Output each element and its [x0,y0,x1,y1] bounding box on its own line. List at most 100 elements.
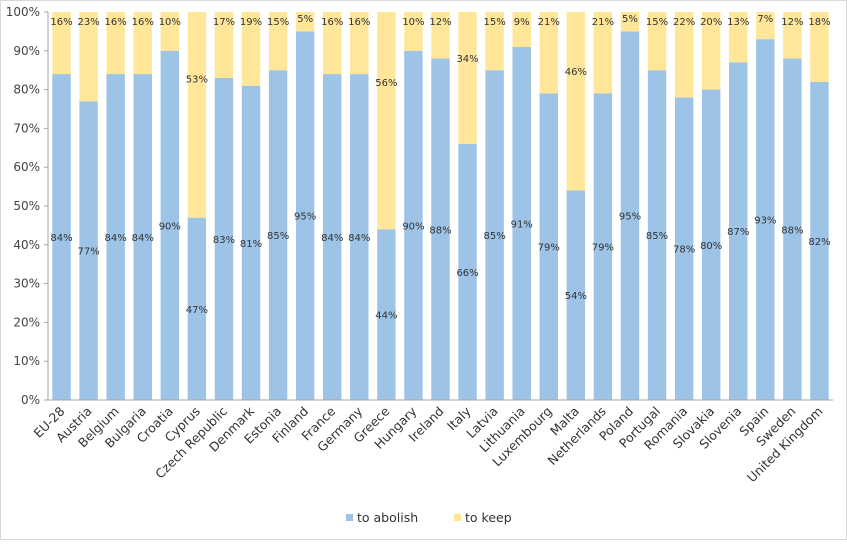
data-label-keep: 56% [375,78,397,89]
bars-group: 84% 16% 77% 23% 84% 16% 84% 16% 90% 10% 47% 53% 83% 1… [50,12,831,401]
data-label-abolish: 81% [240,239,262,250]
data-label-keep: 7% [757,14,773,25]
data-label-keep: 15% [646,17,668,28]
y-tick-label: 100% [6,5,40,19]
bar-segment-abolish [539,93,558,400]
y-tick-label: 0% [21,393,40,407]
y-tick-label: 10% [13,354,40,368]
bar-segment-abolish [783,58,802,401]
bar-segment-abolish [160,50,180,401]
data-label-keep: 20% [700,17,722,28]
bar-segment-abolish [241,85,261,400]
bar-segment-abolish [674,97,694,401]
bar-segment-keep [106,12,125,75]
data-label-keep: 17% [213,17,235,28]
data-label-abolish: 54% [565,291,587,302]
data-label-keep: 16% [132,17,154,28]
bar-segment-abolish [323,74,342,400]
data-label-abolish: 82% [808,237,830,248]
data-label-keep: 12% [429,17,451,28]
y-axis: 0% 10% 20% 30% 40% 50% 60% 70% 80% 90% 100% [6,5,49,407]
bar-segment-abolish [106,74,125,400]
data-label-keep: 12% [781,17,803,28]
data-label-abolish: 47% [186,305,208,316]
y-tick-label: 80% [13,83,40,97]
bar-segment-abolish [52,74,71,400]
y-tick-label: 50% [13,199,40,213]
bar-segment-keep [620,12,640,32]
bar-segment-abolish [701,89,721,400]
data-label-abolish: 85% [267,231,289,242]
bar-segment-abolish [377,229,396,400]
bar-segment-abolish [512,46,531,401]
bar-segment-abolish [79,101,98,401]
data-label-abolish: 78% [673,245,695,256]
data-label-keep: 5% [622,14,638,25]
data-label-abolish: 79% [538,243,560,254]
data-label-keep: 34% [456,54,478,65]
y-tick-label: 20% [13,315,40,329]
bar-segment-keep [701,12,721,90]
bar-segment-keep [160,12,180,51]
data-label-abolish: 84% [321,233,343,244]
data-label-keep: 46% [565,67,587,78]
data-label-abolish: 83% [213,235,235,246]
data-label-keep: 15% [484,17,506,28]
data-label-abolish: 95% [619,212,641,223]
bar-segment-keep [783,12,802,59]
data-label-keep: 13% [727,17,749,28]
bar-segment-abolish [133,74,152,400]
data-label-abolish: 90% [402,221,424,232]
bar-segment-abolish [593,93,613,400]
y-tick-label: 30% [13,277,40,291]
y-tick-label: 90% [13,44,40,58]
bar-segment-keep [593,12,613,94]
bar-segment-keep [458,12,477,144]
bar-segment-keep [323,12,342,75]
bar-segment-abolish [404,50,423,401]
data-label-abolish: 84% [132,233,154,244]
bar-segment-abolish [729,62,748,400]
bar-segment-abolish [295,31,315,401]
data-label-keep: 21% [592,17,614,28]
legend-label-keep: to keep [465,510,512,525]
bar-segment-abolish [214,77,234,401]
bar-segment-keep [350,12,369,75]
bar-segment-keep [79,12,98,102]
bar-segment-keep [295,12,315,32]
y-tick-label: 40% [13,238,40,252]
data-label-abolish: 84% [105,233,127,244]
legend-label-abolish: to abolish [357,510,418,525]
data-label-abolish: 44% [375,311,397,322]
data-label-keep: 5% [297,14,313,25]
data-label-keep: 16% [348,17,370,28]
bar-segment-keep [431,12,450,59]
data-label-abolish: 93% [754,216,776,227]
data-label-abolish: 77% [77,247,99,258]
bar-segment-abolish [458,143,477,401]
bar-segment-keep [674,12,694,98]
bar-segment-abolish [810,81,829,400]
bar-segment-keep [52,12,71,75]
bar-segment-abolish [756,39,775,400]
bar-segment-keep [241,12,261,86]
data-label-abolish: 88% [429,225,451,236]
data-label-keep: 15% [267,17,289,28]
data-label-abolish: 91% [511,219,533,230]
data-label-abolish: 85% [484,231,506,242]
data-label-abolish: 88% [781,225,803,236]
data-label-abolish: 79% [592,243,614,254]
bar-segment-keep [512,12,531,47]
data-label-abolish: 90% [159,221,181,232]
bar-segment-keep [756,12,775,40]
data-label-abolish: 95% [294,212,316,223]
legend: to abolish to keep [346,510,512,525]
data-label-abolish: 80% [700,241,722,252]
legend-swatch-keep [454,514,461,521]
bar-segment-keep [729,12,748,63]
bar-segment-abolish [647,70,667,400]
bar-segment-abolish [485,70,504,400]
bar-segment-abolish [350,74,369,400]
